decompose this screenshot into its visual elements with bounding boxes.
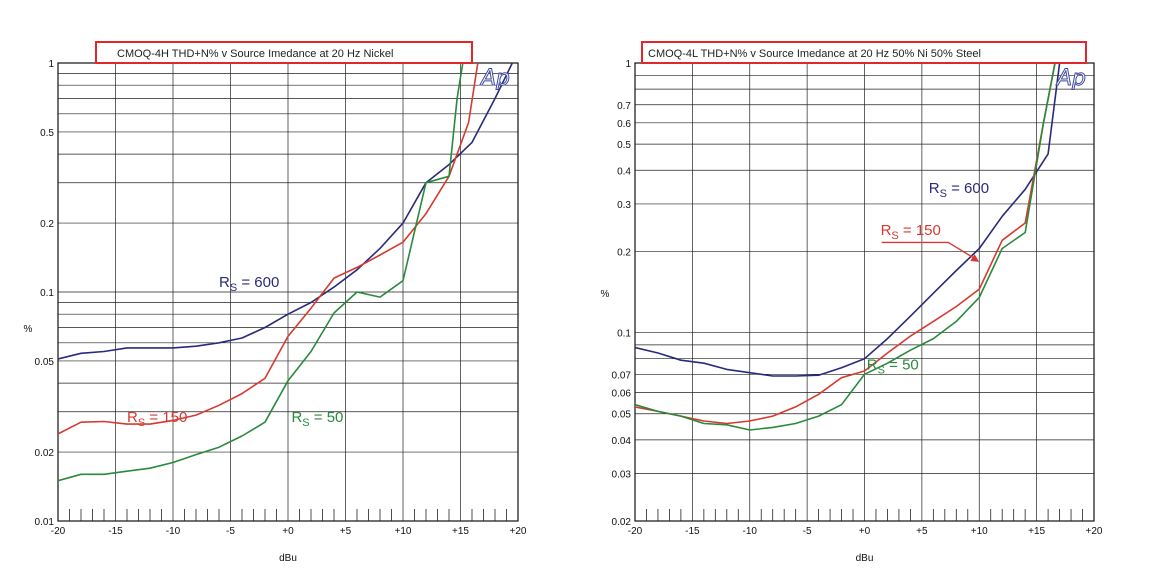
x-tick-label: -5 — [226, 526, 235, 537]
y-axis-label: % — [601, 289, 610, 300]
chart-1: 0.01 0.02 0.05 0.1 0.2 0.5 1 -20 -15 -10 -5 +0 +5 +10… — [24, 41, 527, 564]
y-tick-label: 1 — [48, 59, 54, 70]
annotation-arrow-head — [970, 254, 980, 262]
grid — [635, 63, 1094, 521]
title-box — [641, 41, 1087, 64]
y-tick-label: 0.1 — [617, 329, 631, 340]
x-tick-label: +10 — [395, 526, 412, 537]
x-tick-label: -20 — [628, 526, 643, 537]
series-label-3: RS = 50 — [291, 409, 343, 429]
series-label-3: RS = 50 — [867, 356, 919, 376]
series-line-3 — [635, 63, 1056, 431]
x-tick-label: -10 — [743, 526, 758, 537]
series-line-2 — [58, 63, 479, 435]
chart-title: CMOQ-4L THD+N% v Source Imedance at 20 H… — [648, 48, 981, 60]
y-tick-label: 0.03 — [612, 470, 632, 481]
x-tick-label: -20 — [51, 526, 66, 537]
x-tick-label: +15 — [452, 526, 469, 537]
x-tick-label: +15 — [1028, 526, 1045, 537]
series-line-1 — [635, 63, 1061, 377]
y-tick-label: 0.6 — [617, 119, 631, 130]
x-tick-label: -10 — [166, 526, 181, 537]
x-tick-label: -15 — [685, 526, 700, 537]
y-tick-label: 0.05 — [612, 410, 632, 421]
y-tick-label: 0.1 — [40, 288, 54, 299]
x-tick-label: +20 — [1086, 526, 1103, 537]
x-tick-label: -5 — [803, 526, 812, 537]
x-axis-label: dBu — [279, 553, 297, 564]
y-tick-label: 0.3 — [617, 200, 631, 211]
chart-2: 0.02 0.03 0.04 0.05 0.06 0.07 0.1 0.2 0.3 0.4 0.5 0… — [601, 41, 1103, 564]
y-tick-label: 0.2 — [40, 219, 54, 230]
chart-title: CMOQ-4H THD+N% v Source Imedance at 20 H… — [117, 48, 393, 60]
x-tick-label: +5 — [916, 526, 928, 537]
y-tick-label: 0.05 — [35, 357, 55, 368]
y-tick-label: 0.5 — [617, 140, 631, 151]
series-line-1 — [58, 63, 514, 360]
annotation-arrow-line — [881, 241, 976, 260]
series-label-2: RS = 150 — [881, 222, 941, 242]
y-tick-label: 0.2 — [617, 247, 631, 258]
y-axis-label: % — [24, 324, 33, 335]
x-tick-label: +0 — [859, 526, 871, 537]
y-tick-label: 0.04 — [612, 436, 632, 447]
x-tick-label: +5 — [340, 526, 352, 537]
series-label-2: RS = 150 — [127, 409, 187, 429]
x-axis-label: dBu — [856, 553, 874, 564]
y-tick-label: 0.06 — [612, 388, 632, 399]
x-tick-label: +0 — [282, 526, 294, 537]
ap-logo: Ap — [479, 66, 510, 91]
y-tick-label: 0.02 — [612, 517, 632, 528]
ap-logo: Ap — [1055, 66, 1086, 91]
series-line-2 — [635, 63, 1056, 425]
x-tick-label: +20 — [510, 526, 527, 537]
y-tick-label: 0.5 — [40, 128, 54, 139]
x-tick-label: +10 — [971, 526, 988, 537]
series-line-3 — [58, 63, 464, 482]
x-tick-label: -15 — [108, 526, 123, 537]
grid — [58, 63, 518, 521]
series-label-1: RS = 600 — [219, 274, 279, 294]
y-tick-label: 0.07 — [612, 370, 632, 381]
y-tick-label: 1 — [625, 59, 631, 70]
title-box — [95, 41, 473, 64]
y-tick-label: 0.4 — [617, 166, 631, 177]
y-tick-label: 0.02 — [35, 448, 55, 459]
series-label-1: RS = 600 — [929, 180, 989, 200]
y-tick-label: 0.01 — [35, 517, 55, 528]
y-tick-label: 0.7 — [617, 101, 631, 112]
